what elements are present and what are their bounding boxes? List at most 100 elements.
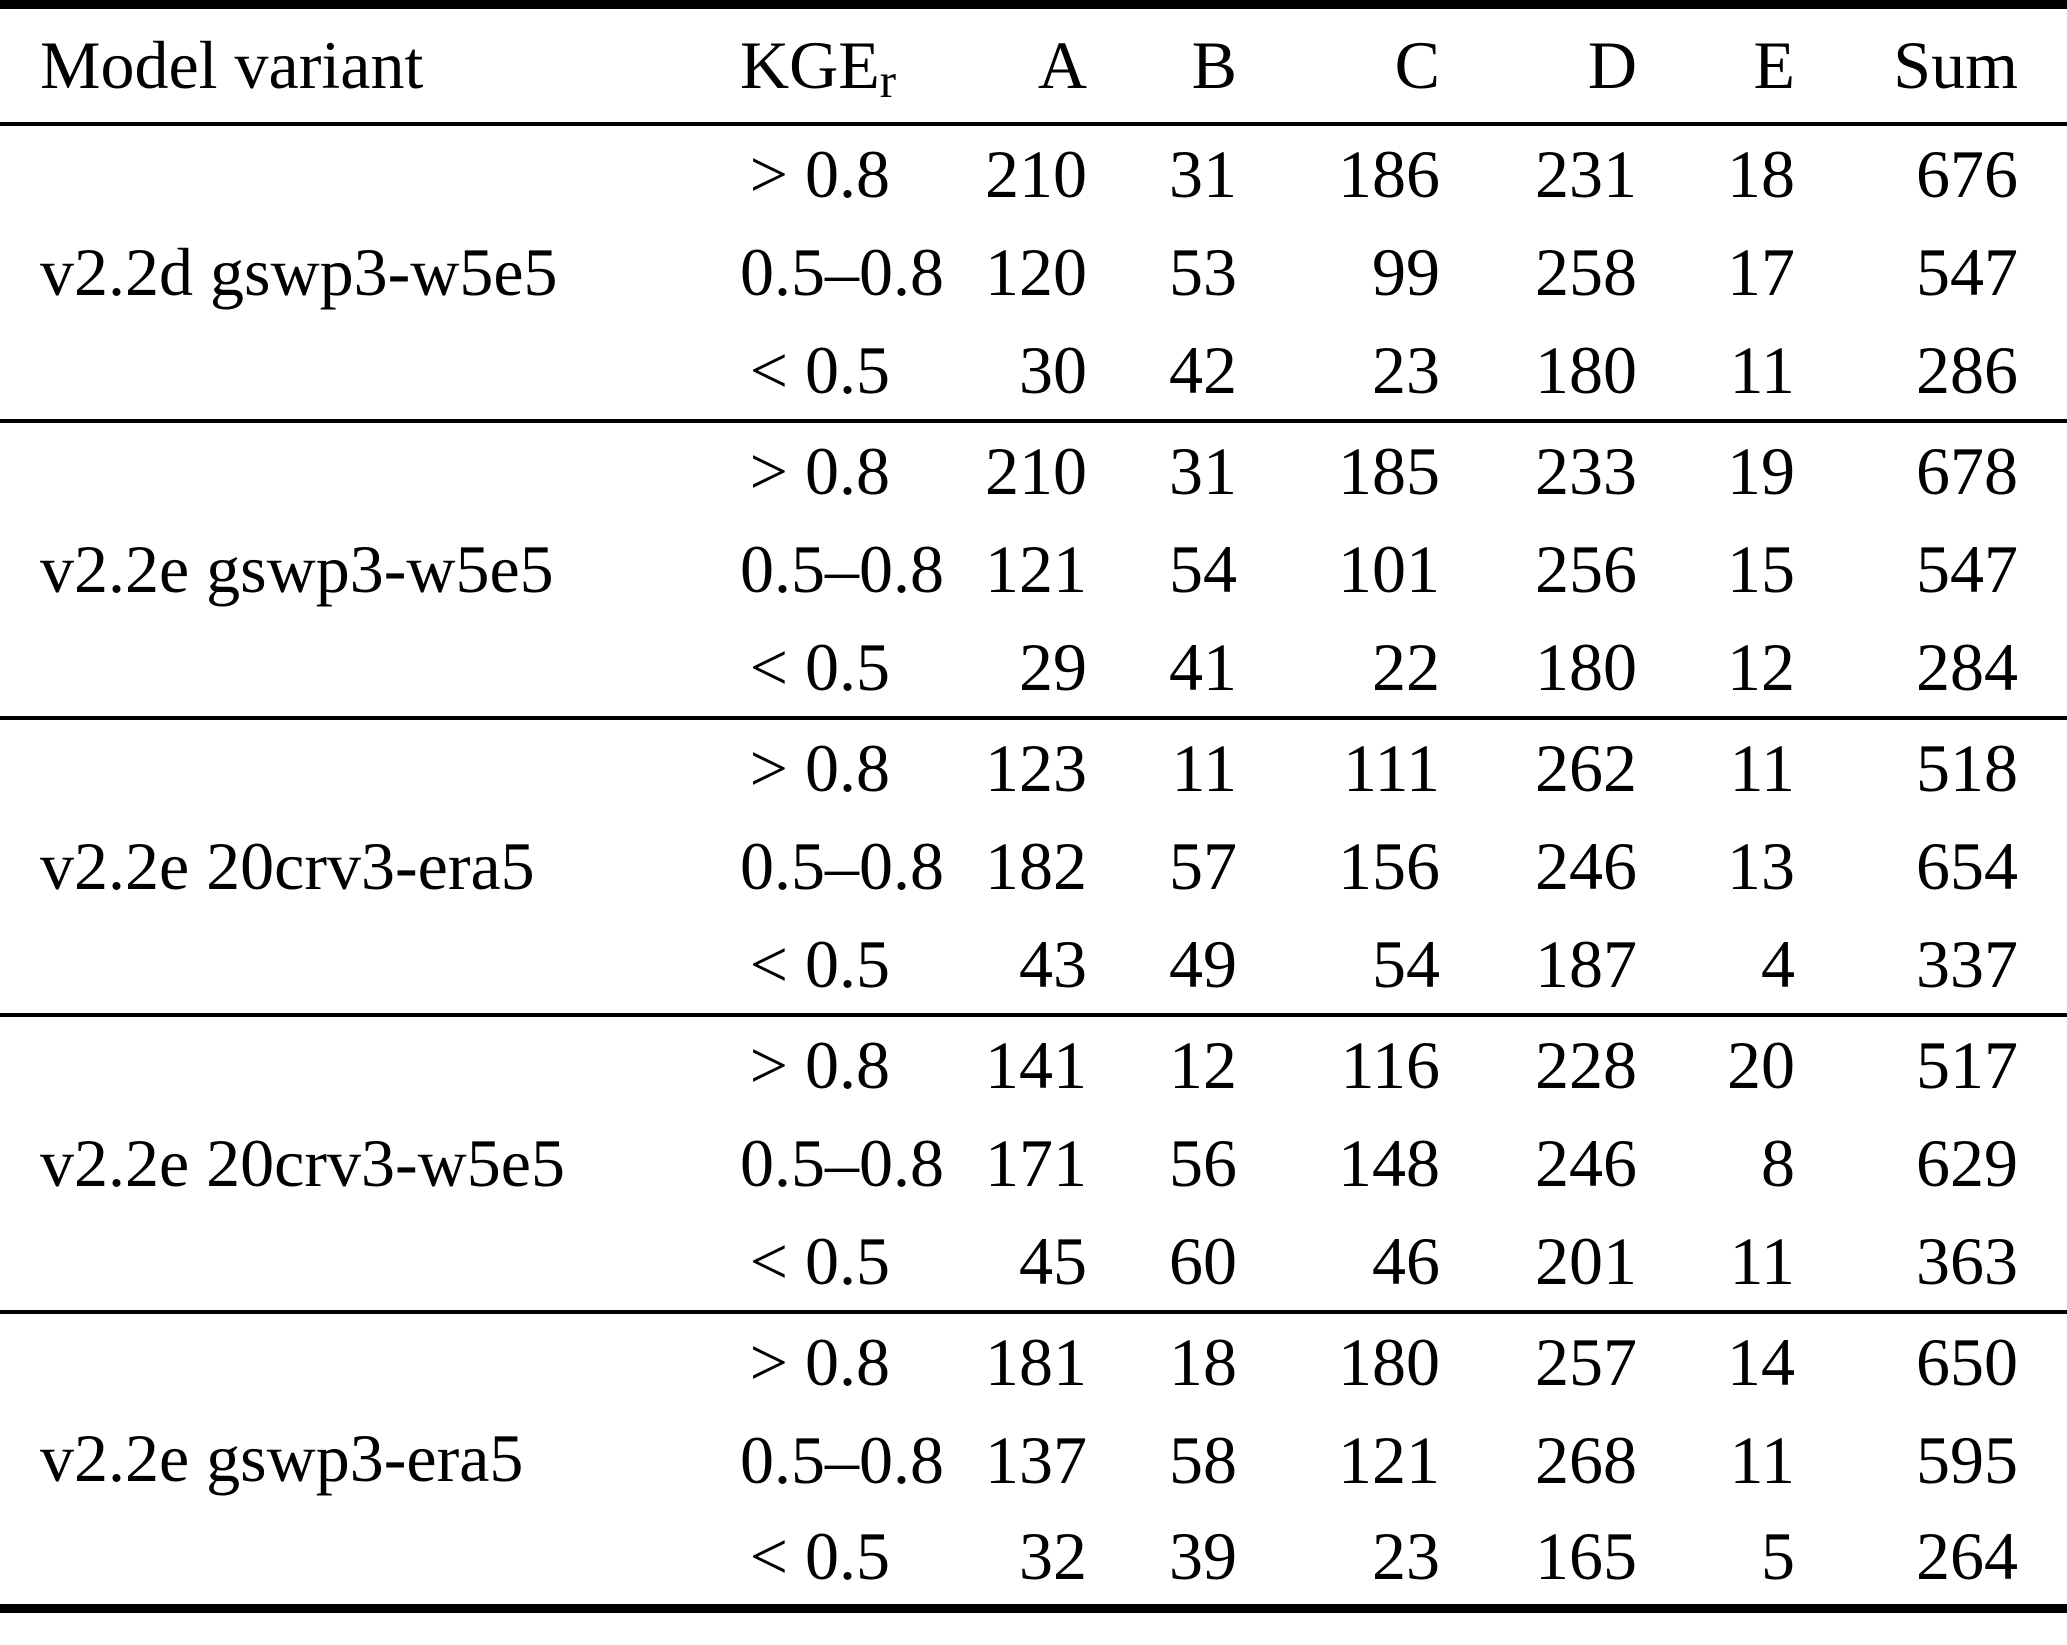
cell-C: 101	[1338, 530, 1440, 607]
cell-E: 4	[1761, 925, 1795, 1002]
variant-block: v2.2d gswp3-w5e5 > 0.8 210 31 186 231 18 676 0.5…	[0, 123, 2067, 421]
cell-Sum: 286	[1916, 331, 2018, 408]
table-row: 0.5–0.8 121 54 101 256 15 547	[0, 520, 2067, 619]
cell-E: 13	[1727, 827, 1795, 904]
cell-C: 186	[1338, 135, 1440, 212]
cell-D: 258	[1535, 233, 1637, 310]
cell-C: 54	[1372, 925, 1440, 1002]
variant-block: v2.2e gswp3-era5 > 0.8 181 18 180 257 14 650 0.5…	[0, 1311, 2067, 1609]
kge-range-cell: 0.5–0.8	[740, 1421, 944, 1498]
table-row: v2.2e gswp3-era5 > 0.8 181 18 180 257 14 650	[0, 1312, 2067, 1497]
cell-B: 41	[1169, 628, 1237, 705]
header-row: Model variant KGEr A B C D E Sum	[0, 5, 2067, 124]
cell-E: 20	[1727, 1026, 1795, 1103]
table-row: 0.5–0.8 120 53 99 258 17 547	[0, 223, 2067, 322]
cell-D: 256	[1535, 530, 1637, 607]
cell-A: 43	[1019, 925, 1087, 1002]
cell-C: 111	[1343, 729, 1440, 806]
cell-D: 187	[1535, 925, 1637, 1002]
cell-E: 11	[1729, 1421, 1795, 1498]
cell-B: 31	[1169, 135, 1237, 212]
cell-E: 5	[1761, 1518, 1795, 1595]
cell-Sum: 337	[1916, 925, 2018, 1002]
kge-range-cell: > 0.8	[749, 1323, 890, 1400]
cell-E: 11	[1729, 331, 1795, 408]
cell-B: 39	[1169, 1518, 1237, 1595]
cell-A: 181	[985, 1323, 1087, 1400]
col-header-B: B	[1191, 26, 1237, 103]
kge-range-cell: > 0.8	[749, 729, 890, 806]
kge-range-cell: > 0.8	[749, 1026, 890, 1103]
cell-Sum: 595	[1916, 1421, 2018, 1498]
cell-D: 180	[1535, 331, 1637, 408]
cell-A: 45	[1019, 1222, 1087, 1299]
cell-A: 29	[1019, 628, 1087, 705]
cell-E: 14	[1727, 1323, 1795, 1400]
cell-E: 18	[1727, 135, 1795, 212]
table-row: v2.2e 20crv3-w5e5 > 0.8 141 12 116 228 20 517	[0, 1015, 2067, 1201]
cell-B: 31	[1169, 432, 1237, 509]
cell-B: 18	[1169, 1323, 1237, 1400]
variant-cell: v2.2d gswp3-w5e5	[40, 233, 558, 310]
variant-block: v2.2e gswp3-w5e5 > 0.8 210 31 185 233 19 678 0.5…	[0, 420, 2067, 718]
table-row: 0.5–0.8 171 56 148 246 8 629	[0, 1114, 2067, 1213]
cell-C: 148	[1338, 1124, 1440, 1201]
kge-range-cell: < 0.5	[749, 1222, 890, 1299]
cell-E: 8	[1761, 1124, 1795, 1201]
variant-cell: v2.2e 20crv3-era5	[40, 827, 535, 904]
cell-C: 121	[1338, 1421, 1440, 1498]
cell-E: 15	[1727, 530, 1795, 607]
col-header-E: E	[1753, 26, 1795, 103]
cell-Sum: 678	[1916, 432, 2018, 509]
kge-range-cell: < 0.5	[749, 331, 890, 408]
cell-C: 99	[1372, 233, 1440, 310]
variant-block: v2.2e 20crv3-era5 > 0.8 123 11 111 262 11 518 0.…	[0, 717, 2067, 1015]
kge-range-cell: < 0.5	[749, 628, 890, 705]
cell-D: 262	[1535, 729, 1637, 806]
kge-range-cell: 0.5–0.8	[740, 233, 944, 310]
cell-B: 11	[1171, 729, 1237, 806]
col-header-Sum: Sum	[1893, 26, 2018, 103]
cell-Sum: 547	[1916, 530, 2018, 607]
cell-Sum: 650	[1916, 1323, 2018, 1400]
table-row: 0.5–0.8 182 57 156 246 13 654	[0, 817, 2067, 916]
col-header-model-variant: Model variant	[40, 26, 424, 103]
cell-C: 23	[1372, 331, 1440, 408]
cell-D: 201	[1535, 1222, 1637, 1299]
cell-Sum: 363	[1916, 1222, 2018, 1299]
cell-D: 228	[1535, 1026, 1637, 1103]
variant-cell: v2.2e 20crv3-w5e5	[40, 1124, 565, 1201]
table-row: 0.5–0.8 137 58 121 268 11 595	[0, 1411, 2067, 1510]
cell-B: 49	[1169, 925, 1237, 1002]
cell-Sum: 547	[1916, 233, 2018, 310]
cell-D: 231	[1535, 135, 1637, 212]
cell-B: 54	[1169, 530, 1237, 607]
cell-E: 11	[1729, 729, 1795, 806]
cell-C: 116	[1340, 1026, 1440, 1103]
col-header-A: A	[1037, 26, 1087, 103]
kge-label: KGE	[740, 26, 880, 103]
kge-range-cell: 0.5–0.8	[740, 530, 944, 607]
cell-D: 268	[1535, 1421, 1637, 1498]
cell-A: 32	[1019, 1518, 1087, 1595]
table-row: < 0.5 32 39 23 165 5 264	[0, 1510, 2067, 1609]
cell-D: 257	[1535, 1323, 1637, 1400]
cell-Sum: 629	[1916, 1124, 2018, 1201]
cell-A: 30	[1019, 331, 1087, 408]
cell-E: 11	[1729, 1222, 1795, 1299]
kge-range-cell: < 0.5	[749, 1518, 890, 1595]
kge-range-cell: 0.5–0.8	[740, 1124, 944, 1201]
cell-A: 171	[985, 1124, 1087, 1201]
cell-C: 185	[1338, 432, 1440, 509]
variant-cell: v2.2e gswp3-era5	[40, 1420, 524, 1497]
table-row: < 0.5 29 41 22 180 12 284	[0, 619, 2067, 718]
cell-A: 210	[985, 432, 1087, 509]
col-header-kge: KGEr	[740, 5, 896, 124]
cell-A: 210	[985, 135, 1087, 212]
kge-range-cell: > 0.8	[749, 135, 890, 212]
cell-B: 58	[1169, 1421, 1237, 1498]
cell-A: 120	[985, 233, 1087, 310]
cell-A: 123	[985, 729, 1087, 806]
cell-D: 165	[1535, 1518, 1637, 1595]
